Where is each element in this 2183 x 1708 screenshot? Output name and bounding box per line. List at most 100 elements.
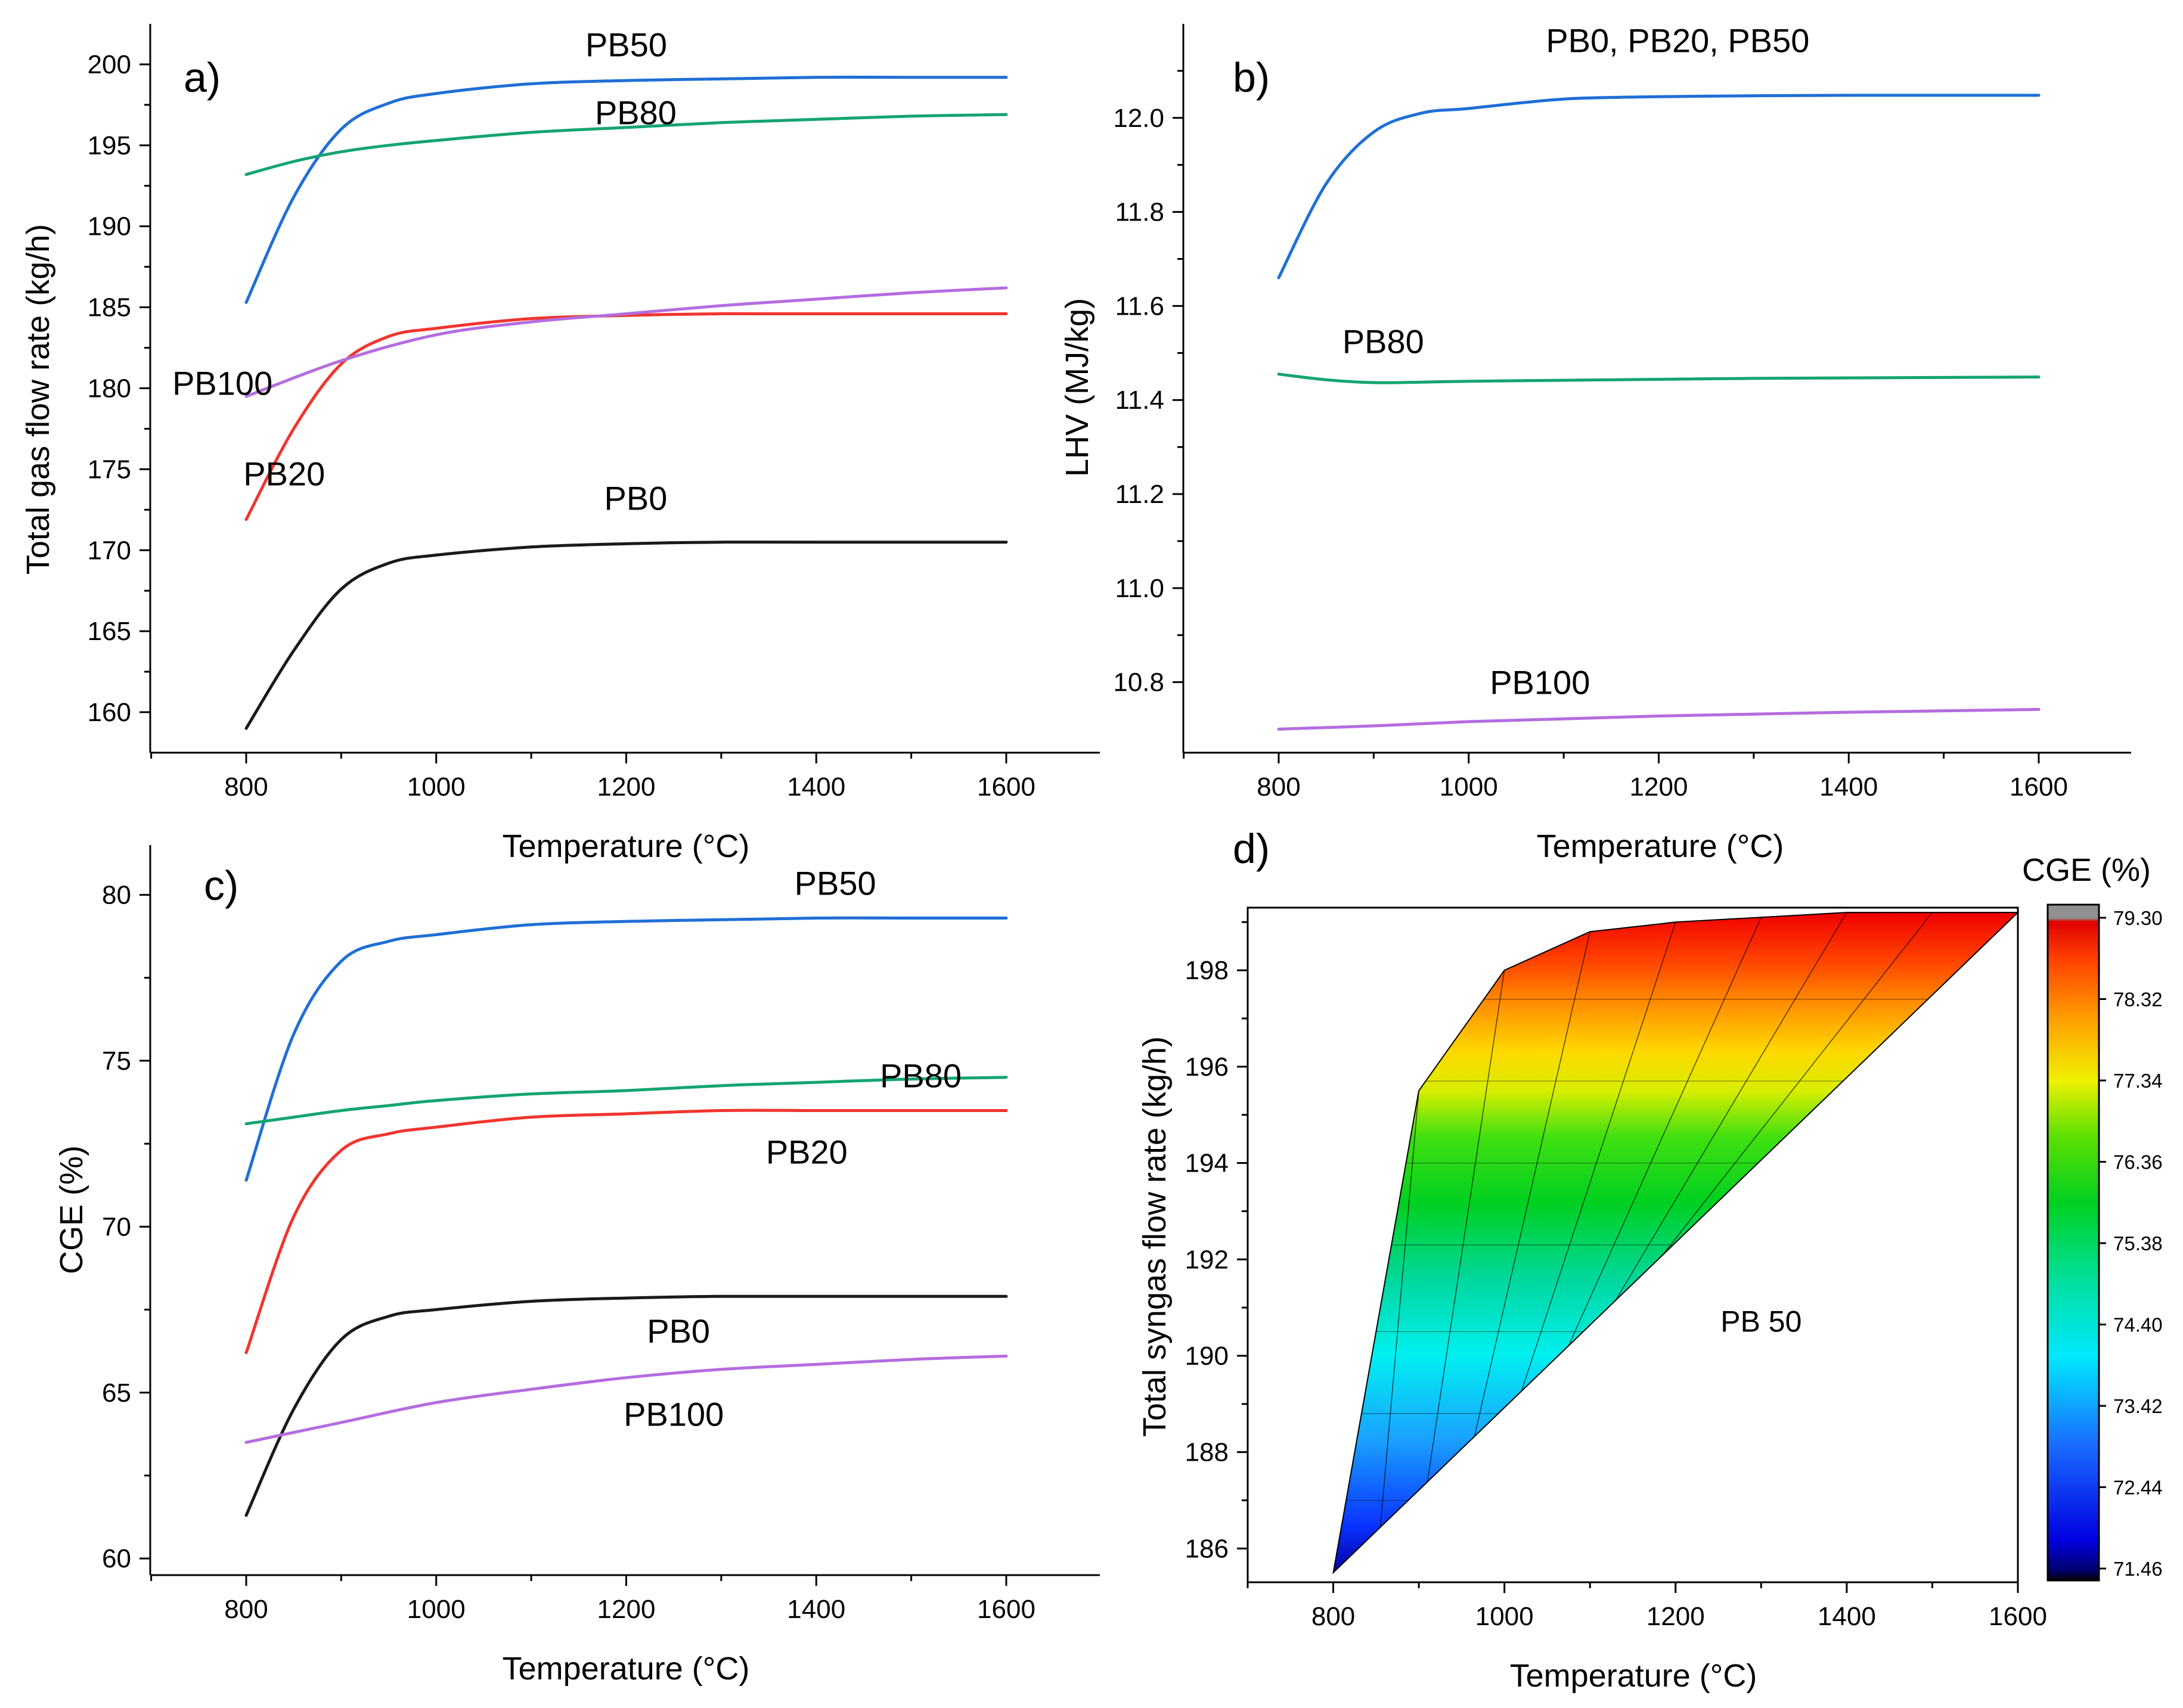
y-tick-label: 60 xyxy=(102,1544,131,1573)
series-label: PB80 xyxy=(1342,322,1424,360)
mesh-line xyxy=(1379,1091,1419,1527)
x-tick-label: 1400 xyxy=(787,772,845,802)
y-tick-label: 194 xyxy=(1185,1149,1229,1178)
colorbar-tick-label: 72.44 xyxy=(2113,1477,2163,1499)
series-label: PB80 xyxy=(880,1057,962,1094)
y-tick-label: 80 xyxy=(102,881,131,910)
y-tick-label: 180 xyxy=(88,374,131,403)
panel-d-frame xyxy=(1246,906,2019,1583)
series-line-pb80 xyxy=(1277,372,2041,384)
panel-d-y-axis-label: Total syngas flow rate (kg/h) xyxy=(1137,1036,1173,1437)
x-tick-label: 800 xyxy=(224,1595,268,1624)
y-tick-label: 11.0 xyxy=(1115,574,1164,603)
y-tick-label: 188 xyxy=(1185,1438,1229,1467)
x-tick-label: 1200 xyxy=(1646,1602,1705,1631)
y-tick-label: 165 xyxy=(88,617,131,646)
y-tick-label: 198 xyxy=(1185,956,1229,985)
y-tick-label: 12.0 xyxy=(1113,104,1164,133)
x-tick-label: 1400 xyxy=(1818,1602,1876,1631)
y-tick-label: 195 xyxy=(88,131,131,160)
x-tick-label: 1200 xyxy=(1630,772,1688,802)
x-tick-label: 1200 xyxy=(597,772,656,802)
colorbar-tick-label: 79.30 xyxy=(2113,907,2163,929)
colorbar-tick-label: 77.34 xyxy=(2113,1070,2163,1092)
series-line-pb20 xyxy=(244,312,1008,521)
series-label: PB50 xyxy=(585,26,667,63)
series-line-pb0 xyxy=(244,1294,1008,1517)
x-tick-label: 1000 xyxy=(407,1595,466,1624)
mesh-line xyxy=(1615,912,1847,1301)
x-tick-label: 1200 xyxy=(597,1595,656,1624)
y-tick-label: 175 xyxy=(88,455,131,484)
series-label: PB20 xyxy=(243,455,325,493)
y-tick-label: 196 xyxy=(1185,1052,1229,1082)
panel-c-x-axis-label: Temperature (°C) xyxy=(503,1651,750,1687)
chart-c-cge: PB0 PB20 PB50 PB80 PB100 800 1000 1200 1400 1600… xyxy=(54,845,1100,1687)
x-tick-label: 1000 xyxy=(1440,772,1498,802)
x-tick-label: 1400 xyxy=(787,1595,845,1624)
panel-b-x-axis-label: Temperature (°C) xyxy=(1537,828,1784,864)
colorbar-tick-label: 73.42 xyxy=(2113,1395,2163,1417)
x-tick-label: 1400 xyxy=(1819,772,1878,802)
chart-b-lhv: PB0, PB20, PB50 PB80 PB100 800 1000 1200 1400… xyxy=(1059,21,2131,864)
y-tick-label: 11.8 xyxy=(1115,198,1164,227)
series-line-pb100 xyxy=(244,1355,1008,1444)
x-tick-label: 1000 xyxy=(407,772,466,802)
mesh-line xyxy=(1474,931,1590,1437)
panel-a-label: a) xyxy=(184,54,221,101)
y-tick-label: 170 xyxy=(88,536,131,565)
x-tick-label: 800 xyxy=(1257,772,1300,802)
y-tick-label: 70 xyxy=(102,1212,131,1241)
contour-surface xyxy=(1332,912,2020,1575)
series-line-pb20 xyxy=(244,1108,1008,1355)
panel-d-label: d) xyxy=(1233,825,1270,872)
y-tick-label: 190 xyxy=(88,212,131,241)
series-label: PB20 xyxy=(766,1134,848,1171)
chart-d-cge-contour: PB 50 800 1000 1200 1400 1600 186 188 190 192 194… xyxy=(1137,825,2163,1694)
y-tick-label: 11.6 xyxy=(1115,291,1164,321)
y-tick-label: 192 xyxy=(1185,1245,1229,1274)
series-label: PB100 xyxy=(624,1395,724,1433)
series-label: PB0 xyxy=(604,479,668,517)
series-label: PB80 xyxy=(595,94,677,132)
y-tick-label: 10.8 xyxy=(1113,668,1164,697)
panel-a-y-axis-label: Total gas flow rate (kg/h) xyxy=(20,224,56,574)
colorbar-title: CGE (%) xyxy=(2022,852,2151,888)
x-tick-label: 1600 xyxy=(1989,1602,2047,1631)
panel-c-y-axis-label: CGE (%) xyxy=(54,1145,89,1274)
panel-b-y-axis-label: LHV (MJ/kg) xyxy=(1059,298,1095,477)
series-line-pb0 xyxy=(244,540,1008,730)
series-line-pb80 xyxy=(244,1076,1008,1126)
x-tick-label: 1000 xyxy=(1475,1602,1534,1631)
y-tick-label: 75 xyxy=(102,1046,131,1076)
series-line-pb50 xyxy=(244,75,1008,304)
x-tick-label: 800 xyxy=(1311,1602,1355,1631)
chart-a-total-gas-flow-rate: PB0 PB20 PB50 PB80 PB100 800 1000 1200 1400 1600… xyxy=(20,24,1100,864)
panel-c-label: c) xyxy=(204,862,238,909)
y-tick-label: 11.2 xyxy=(1115,480,1164,509)
x-tick-label: 800 xyxy=(224,772,268,802)
colorbar-tick-label: 76.36 xyxy=(2113,1151,2163,1173)
series-line-pb0-pb20-pb50 xyxy=(1277,94,2041,280)
mesh-line xyxy=(1662,912,1933,1256)
panel-d-x-axis-label: Temperature (°C) xyxy=(1510,1658,1757,1694)
colorbar-tick-label: 71.46 xyxy=(2113,1558,2163,1580)
x-tick-label: 1600 xyxy=(977,1595,1035,1624)
colorbar-tick-label: 78.32 xyxy=(2113,989,2163,1011)
mesh-line xyxy=(1427,970,1505,1482)
y-tick-label: 65 xyxy=(102,1378,131,1408)
series-label: PB100 xyxy=(172,364,272,402)
y-tick-label: 160 xyxy=(88,698,131,727)
y-tick-label: 185 xyxy=(88,293,131,322)
series-line-pb50 xyxy=(244,916,1008,1182)
series-line-pb100 xyxy=(244,286,1008,398)
y-tick-label: 200 xyxy=(88,50,131,79)
panel-a-x-axis-label: Temperature (°C) xyxy=(503,828,750,864)
x-tick-label: 1600 xyxy=(977,772,1035,802)
colorbar-tick-label: 75.38 xyxy=(2113,1232,2163,1254)
y-tick-label: 186 xyxy=(1185,1534,1229,1563)
series-label: PB100 xyxy=(1490,663,1590,701)
surface-annotation: PB 50 xyxy=(1720,1305,1801,1339)
x-tick-label: 1600 xyxy=(2010,772,2068,802)
